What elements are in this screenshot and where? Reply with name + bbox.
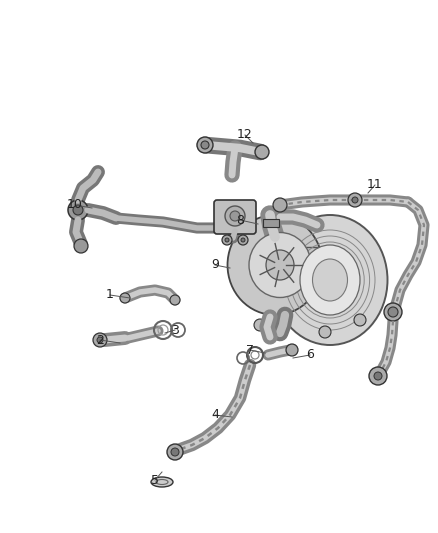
- Text: 1: 1: [106, 288, 114, 302]
- Text: 5: 5: [151, 473, 159, 487]
- Text: 7: 7: [246, 343, 254, 357]
- Text: 9: 9: [211, 259, 219, 271]
- Ellipse shape: [249, 232, 311, 297]
- Bar: [295, 247, 325, 283]
- Text: 2: 2: [96, 334, 104, 346]
- Circle shape: [286, 344, 298, 356]
- Circle shape: [348, 193, 362, 207]
- Circle shape: [225, 238, 229, 242]
- Text: 3: 3: [171, 324, 179, 336]
- Ellipse shape: [266, 250, 294, 280]
- Ellipse shape: [272, 215, 388, 345]
- Circle shape: [167, 444, 183, 460]
- Text: 4: 4: [211, 408, 219, 422]
- Circle shape: [97, 337, 103, 343]
- Circle shape: [255, 145, 269, 159]
- Ellipse shape: [227, 215, 322, 315]
- Circle shape: [222, 235, 232, 245]
- Circle shape: [93, 333, 107, 347]
- Text: 10: 10: [67, 198, 83, 212]
- Circle shape: [352, 197, 358, 203]
- Ellipse shape: [151, 477, 173, 487]
- Text: 6: 6: [306, 349, 314, 361]
- Circle shape: [201, 141, 209, 149]
- Circle shape: [170, 295, 180, 305]
- Text: 12: 12: [237, 128, 253, 141]
- Bar: [263, 219, 279, 227]
- Ellipse shape: [312, 259, 347, 301]
- Circle shape: [238, 235, 248, 245]
- Circle shape: [354, 314, 366, 326]
- Circle shape: [225, 206, 245, 226]
- Circle shape: [369, 367, 387, 385]
- Text: 11: 11: [367, 179, 383, 191]
- Text: 8: 8: [236, 214, 244, 227]
- Circle shape: [68, 200, 88, 220]
- Circle shape: [254, 319, 266, 331]
- Circle shape: [197, 137, 213, 153]
- Circle shape: [273, 198, 287, 212]
- Circle shape: [230, 211, 240, 221]
- Circle shape: [388, 307, 398, 317]
- Circle shape: [74, 239, 88, 253]
- Ellipse shape: [300, 245, 360, 315]
- Circle shape: [374, 372, 382, 380]
- Circle shape: [120, 293, 130, 303]
- Circle shape: [241, 238, 245, 242]
- Circle shape: [319, 326, 331, 338]
- FancyBboxPatch shape: [214, 200, 256, 234]
- Circle shape: [73, 205, 83, 215]
- Circle shape: [384, 303, 402, 321]
- Circle shape: [171, 448, 179, 456]
